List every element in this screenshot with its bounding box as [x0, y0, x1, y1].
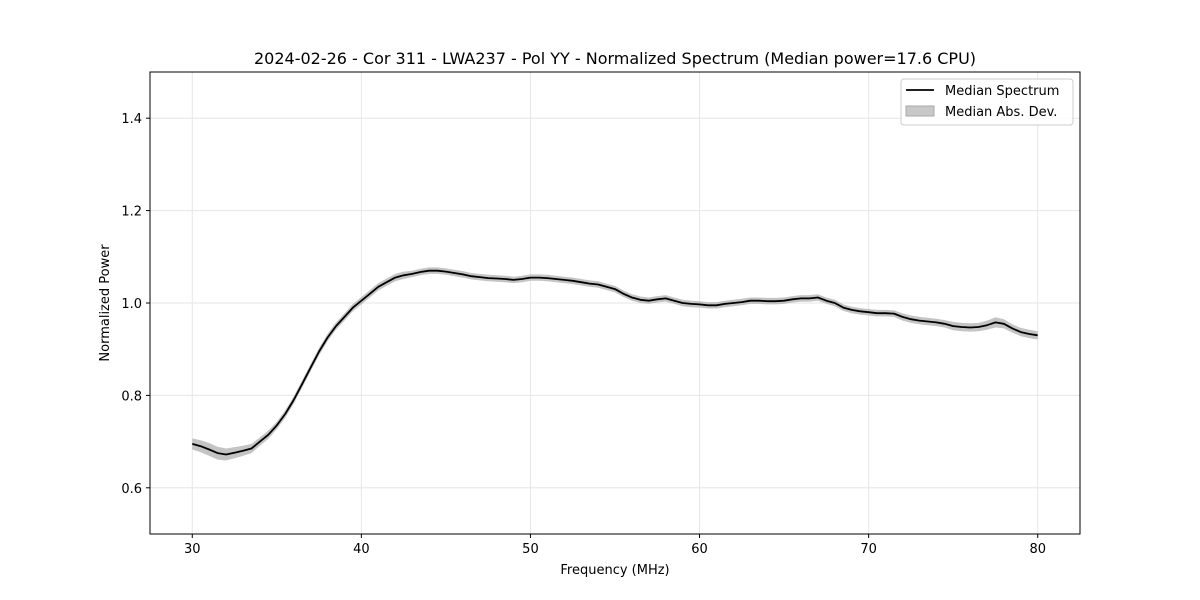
legend-label-mad: Median Abs. Dev. [945, 105, 1057, 120]
legend-box [900, 78, 1074, 126]
legend-band-swatch [905, 105, 935, 117]
x-tick-label: 70 [860, 542, 877, 557]
y-tick-label: 1.2 [121, 205, 142, 220]
y-tick-label: 0.6 [121, 482, 142, 497]
legend-label-median: Median Spectrum [945, 84, 1059, 99]
y-axis-label: Normalized Power [98, 244, 113, 362]
x-tick-label: 50 [522, 542, 539, 557]
x-tick-label: 40 [353, 542, 370, 557]
x-axis: 30 40 50 60 70 80 [184, 534, 1046, 557]
y-tick-label: 1.4 [121, 112, 142, 127]
y-axis: 0.6 0.8 1.0 1.2 1.4 [121, 112, 150, 497]
x-axis-label: Frequency (MHz) [560, 563, 669, 578]
y-tick-label: 0.8 [121, 389, 142, 404]
median-line-layer [192, 269, 1038, 456]
legend: Median Spectrum Median Abs. Dev. [900, 78, 1074, 126]
x-tick-label: 30 [184, 542, 201, 557]
chart-title: 2024-02-26 - Cor 311 - LWA237 - Pol YY -… [254, 49, 976, 68]
x-tick-label: 60 [691, 542, 708, 557]
median-spectrum-line [192, 269, 1038, 456]
y-tick-label: 1.0 [121, 297, 142, 312]
x-tick-label: 80 [1029, 542, 1046, 557]
